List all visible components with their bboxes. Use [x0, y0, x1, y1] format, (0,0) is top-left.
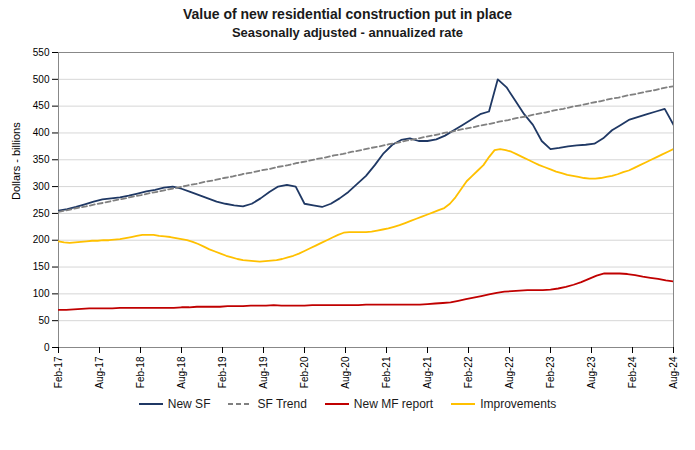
svg-text:Aug-23: Aug-23	[586, 356, 597, 389]
svg-text:Aug-20: Aug-20	[340, 356, 351, 389]
svg-text:250: 250	[33, 208, 50, 219]
svg-text:350: 350	[33, 154, 50, 165]
svg-text:Feb-23: Feb-23	[545, 356, 556, 388]
svg-text:Aug-22: Aug-22	[504, 356, 515, 389]
html-text:New SF: New SF	[167, 397, 211, 411]
svg-text:Feb-19: Feb-19	[217, 356, 228, 388]
svg-text:Feb-20: Feb-20	[299, 356, 310, 388]
svg-text:Dollars - billions: Dollars - billions	[10, 122, 22, 200]
svg-text:400: 400	[33, 127, 50, 138]
svg-text:Feb-22: Feb-22	[463, 356, 474, 388]
svg-text:0: 0	[44, 342, 50, 353]
svg-text:Aug-21: Aug-21	[422, 356, 433, 389]
svg-text:Feb-24: Feb-24	[627, 356, 638, 388]
svg-text:550: 550	[33, 47, 50, 58]
svg-text:Aug-24: Aug-24	[668, 356, 679, 389]
html-text:New MF report: New MF report	[353, 397, 434, 411]
svg-text:450: 450	[33, 100, 50, 111]
svg-text:500: 500	[33, 74, 50, 85]
svg-text:Aug-19: Aug-19	[258, 356, 269, 389]
html-text:Seasonally adjusted - annualiz: Seasonally adjusted - annualized rate	[231, 25, 464, 40]
html-text:Value of new residential const: Value of new residential construction pu…	[183, 6, 512, 22]
html-text:SF Trend: SF Trend	[257, 397, 307, 411]
svg-text:Feb-21: Feb-21	[381, 356, 392, 388]
svg-text:100: 100	[33, 288, 50, 299]
svg-text:Aug-17: Aug-17	[94, 356, 105, 389]
svg-text:Aug-18: Aug-18	[176, 356, 187, 389]
svg-text:200: 200	[33, 234, 50, 245]
svg-text:Feb-18: Feb-18	[135, 356, 146, 388]
svg-text:150: 150	[33, 261, 50, 272]
svg-text:50: 50	[38, 315, 50, 326]
html-text:Improvements: Improvements	[480, 397, 557, 411]
svg-text:300: 300	[33, 181, 50, 192]
svg-text:Feb-17: Feb-17	[53, 356, 64, 388]
